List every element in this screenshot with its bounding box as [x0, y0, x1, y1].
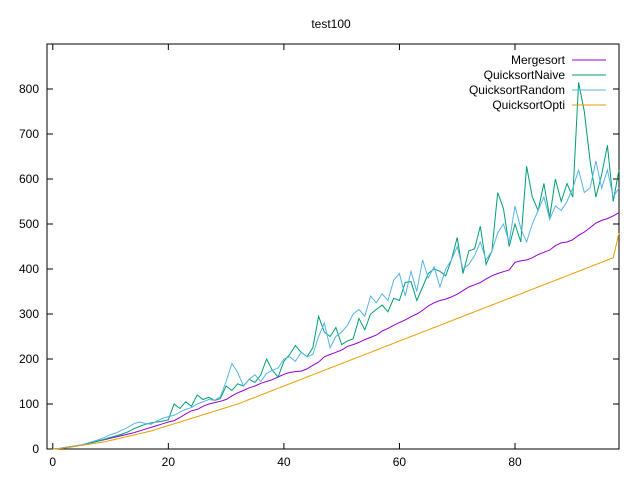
- legend-label: QuicksortOpti: [492, 98, 565, 112]
- y-tick-label: 200: [19, 352, 39, 366]
- x-tick-label: 40: [277, 455, 291, 469]
- series-line-mergesort: [52, 212, 620, 450]
- x-tick-label: 0: [49, 455, 56, 469]
- y-tick-label: 300: [19, 307, 39, 321]
- series-lines: [52, 82, 620, 450]
- y-tick-label: 800: [19, 82, 39, 96]
- chart-title: test100: [311, 17, 351, 31]
- plot-frame: [46, 43, 620, 450]
- y-tick-label: 100: [19, 397, 39, 411]
- legend-label: QuicksortNaive: [484, 68, 566, 82]
- legend-label: QuicksortRandom: [469, 83, 565, 97]
- x-tick-label: 80: [508, 455, 522, 469]
- x-tick-label: 60: [393, 455, 407, 469]
- legend: MergesortQuicksortNaiveQuicksortRandomQu…: [469, 53, 606, 112]
- y-tick-label: 0: [32, 442, 39, 456]
- y-tick-label: 600: [19, 172, 39, 186]
- y-tick-label: 500: [19, 217, 39, 231]
- legend-label: Mergesort: [511, 53, 566, 67]
- x-tick-label: 20: [162, 455, 176, 469]
- y-tick-label: 400: [19, 262, 39, 276]
- series-line-quicksortopti: [52, 232, 620, 450]
- y-tick-label: 700: [19, 127, 39, 141]
- series-line-quicksortrandom: [52, 160, 620, 450]
